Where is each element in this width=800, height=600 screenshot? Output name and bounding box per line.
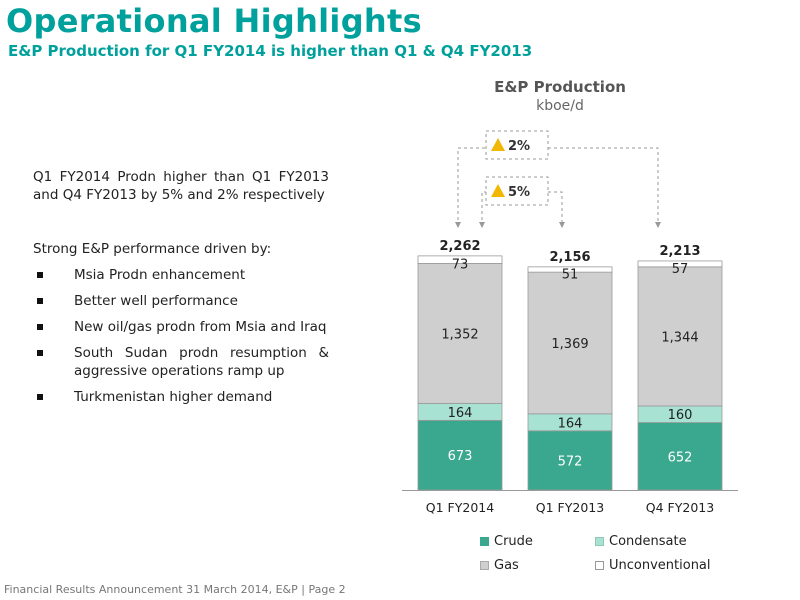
page-footer: Financial Results Announcement 31 March … (4, 583, 346, 596)
bullet-icon (37, 324, 43, 330)
bar-crude (417, 419, 503, 491)
drivers-list: Msia Prodn enhancement Better well perfo… (33, 266, 329, 414)
list-item: Better well performance (33, 292, 329, 310)
bar-gas (637, 266, 723, 407)
bar-unconventional (637, 260, 723, 268)
bar-gas (417, 263, 503, 404)
data-label-crude: 652 (668, 450, 693, 465)
list-item: South Sudan prodn resumption & aggressiv… (33, 344, 329, 380)
bullet-icon (37, 298, 43, 304)
data-label-condensate: 160 (668, 408, 693, 423)
annotation-label: 2% (508, 139, 530, 154)
data-label-gas: 1,352 (441, 327, 478, 342)
annotation-arrowhead (455, 222, 461, 228)
annotation-bracket (457, 147, 486, 226)
chart-unit: kboe/d (536, 98, 584, 114)
legend-swatch-condensate (595, 537, 604, 546)
page-subtitle: E&P Production for Q1 FY2014 is higher t… (8, 42, 533, 60)
data-label-unconventional: 51 (562, 267, 579, 282)
bullet-icon (37, 394, 43, 400)
annotation-bracket (548, 191, 563, 226)
list-item: Msia Prodn enhancement (33, 266, 329, 284)
list-item: New oil/gas prodn from Msia and Iraq (33, 318, 329, 336)
x-tick-label: Q1 FY2014 (426, 500, 494, 515)
annotation-arrowhead (559, 222, 565, 228)
data-label-gas: 1,369 (551, 337, 588, 352)
bullet-icon (37, 272, 43, 278)
data-label-unconventional: 73 (452, 258, 469, 273)
data-label-gas: 1,344 (661, 330, 698, 345)
total-label: 2,213 (659, 244, 700, 259)
annotation-bracket (481, 191, 486, 226)
total-label: 2,156 (549, 250, 590, 265)
x-tick-label: Q1 FY2013 (536, 500, 604, 515)
legend-swatch-unconventional (595, 561, 604, 570)
data-label-condensate: 164 (558, 416, 583, 431)
legend-item-condensate: Condensate (595, 534, 687, 549)
chart-title: E&P Production (494, 78, 626, 96)
annotation-arrowhead (655, 222, 661, 228)
x-tick-label: Q4 FY2013 (646, 500, 714, 515)
drivers-lead: Strong E&P performance driven by: (33, 241, 272, 257)
total-label: 2,262 (439, 239, 480, 254)
legend-item-unconventional: Unconventional (595, 558, 711, 573)
page-title: Operational Highlights (6, 2, 422, 40)
annotation-bracket (548, 147, 659, 226)
up-arrow-icon (491, 138, 505, 151)
up-arrow-icon (491, 184, 505, 197)
data-label-crude: 673 (448, 449, 473, 464)
bar-unconventional (417, 255, 503, 264)
annotation-arrowhead (479, 222, 485, 228)
legend-item-gas: Gas (480, 558, 519, 573)
bar-crude (527, 430, 613, 491)
data-label-condensate: 164 (448, 406, 473, 421)
list-item: Turkmenistan higher demand (33, 388, 329, 406)
bullet-icon (37, 350, 43, 356)
legend-swatch-crude (480, 537, 489, 546)
legend-swatch-gas (480, 561, 489, 570)
annotation-label: 5% (508, 185, 530, 200)
legend-item-crude: Crude (480, 534, 533, 549)
bar-unconventional (527, 266, 613, 273)
summary-paragraph: Q1 FY2014 Prodn higher than Q1 FY2013 an… (33, 169, 329, 203)
data-label-unconventional: 57 (672, 262, 689, 277)
bar-gas (527, 271, 613, 415)
data-label-crude: 572 (558, 454, 583, 469)
